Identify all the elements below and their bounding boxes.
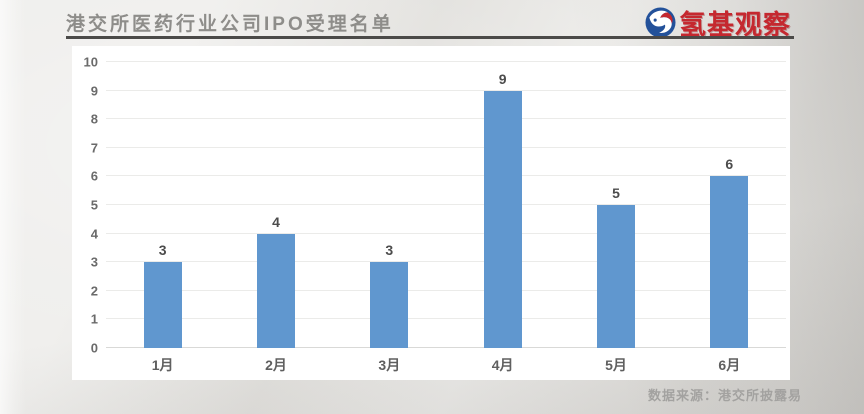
bar-slot: 3 3月 bbox=[333, 62, 446, 373]
title-underline bbox=[66, 36, 794, 39]
y-tick-label: 7 bbox=[90, 140, 98, 156]
bar bbox=[143, 262, 182, 348]
bar bbox=[370, 262, 409, 348]
y-tick-label: 3 bbox=[90, 254, 98, 270]
gridline bbox=[106, 146, 786, 148]
bar bbox=[483, 90, 522, 348]
brand-name: 氢基观察 bbox=[679, 10, 791, 40]
bar-value-label: 3 bbox=[385, 242, 394, 259]
x-tick-label: 4月 bbox=[491, 357, 514, 373]
gridline bbox=[106, 261, 786, 263]
bar-slot: 9 4月 bbox=[446, 62, 559, 373]
y-tick-label: 4 bbox=[90, 226, 98, 242]
y-tick-label: 6 bbox=[90, 168, 98, 184]
gridline bbox=[106, 89, 786, 91]
bar-slot: 4 2月 bbox=[219, 62, 332, 373]
bar-slot: 3 1月 bbox=[106, 62, 219, 373]
y-tick-label: 0 bbox=[90, 340, 98, 356]
bar-value-label: 3 bbox=[158, 242, 167, 259]
x-tick-label: 6月 bbox=[718, 357, 741, 373]
bar bbox=[256, 233, 295, 348]
brand-swirl-icon bbox=[645, 7, 676, 38]
bar-value-label: 5 bbox=[612, 185, 620, 201]
x-tick-label: 2月 bbox=[265, 357, 287, 373]
bar-slot: 5 5月 bbox=[559, 62, 672, 373]
brand-logo: 氢基观察 bbox=[645, 3, 791, 42]
y-tick-label: 1 bbox=[90, 311, 98, 327]
gridline bbox=[106, 118, 786, 120]
x-tick-label: 1月 bbox=[151, 357, 174, 373]
bar-value-label: 6 bbox=[725, 156, 734, 173]
data-source-note: 数据来源：港交所披露易 bbox=[647, 388, 802, 403]
gridline bbox=[106, 232, 786, 234]
bar bbox=[710, 176, 749, 348]
y-tick-label: 5 bbox=[90, 197, 98, 213]
bar-value-label: 4 bbox=[272, 213, 280, 230]
gridline bbox=[106, 347, 786, 348]
plot-area: 3 1月 4 2月 3 3月 9 4月 5 5月 6 6月 bbox=[106, 61, 786, 373]
gridline bbox=[106, 204, 786, 205]
bar-slot: 6 6月 bbox=[673, 62, 786, 373]
bar-value-label: 9 bbox=[498, 70, 507, 87]
gridline bbox=[106, 61, 786, 62]
y-tick-label: 10 bbox=[83, 54, 98, 70]
page-title: 港交所医药行业公司IPO受理名单 bbox=[66, 14, 394, 35]
gridline bbox=[106, 318, 786, 320]
bar-series: 3 1月 4 2月 3 3月 9 4月 5 5月 6 6月 bbox=[106, 62, 786, 373]
chart-panel: 0 1 2 3 4 5 6 7 8 9 10 3 1月 4 2月 3 3月 9 4月 5 5月 6 6月 bbox=[72, 46, 790, 380]
x-tick-label: 5月 bbox=[605, 357, 627, 373]
bar bbox=[596, 205, 635, 348]
y-axis-labels: 0 1 2 3 4 5 6 7 8 9 10 bbox=[72, 56, 98, 355]
gridline bbox=[106, 289, 786, 291]
gridline bbox=[106, 175, 786, 177]
y-tick-label: 8 bbox=[90, 111, 98, 127]
x-tick-label: 3月 bbox=[378, 357, 401, 373]
y-tick-label: 2 bbox=[90, 283, 98, 299]
y-tick-label: 9 bbox=[90, 83, 98, 99]
